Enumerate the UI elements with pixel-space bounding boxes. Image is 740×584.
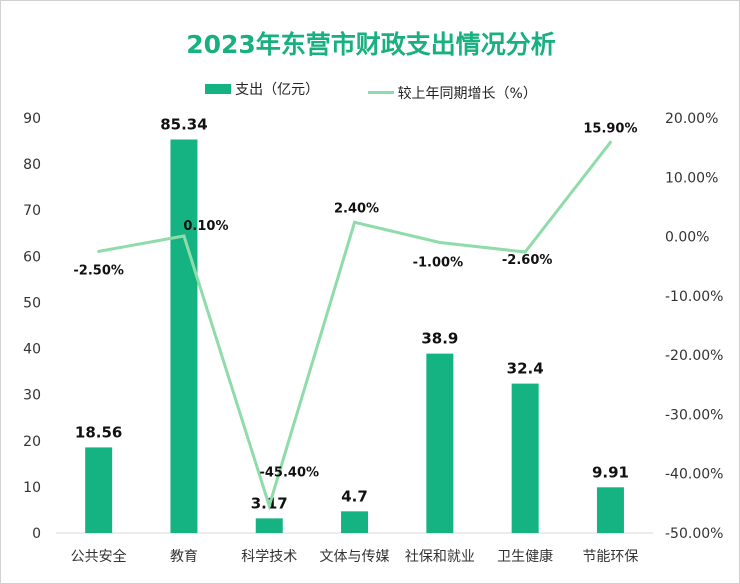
left-tick-label: 20: [23, 434, 41, 450]
line-data-label: 0.10%: [183, 219, 228, 234]
chart-title: 2023年东营市财政支出情况分析: [186, 30, 556, 59]
legend-item-bar: 支出（亿元）: [205, 79, 319, 99]
left-tick-label: 50: [23, 295, 41, 311]
bar-data-label: 4.7: [341, 487, 368, 505]
bar: [341, 511, 369, 533]
right-tick-label: -30.00%: [665, 407, 723, 423]
right-tick-label: -40.00%: [665, 467, 723, 483]
legend-label-line: 较上年同期增长（%）: [397, 85, 537, 102]
line-point: [608, 140, 612, 144]
line-data-label: -45.40%: [259, 466, 319, 481]
bar-data-label: 9.91: [592, 463, 629, 481]
line-point: [267, 504, 271, 508]
category-label: 科学技术: [241, 549, 297, 565]
category-label: 教育: [170, 549, 198, 565]
legend-swatch-line: [367, 91, 394, 94]
legend-item-line: 较上年同期增长（%）: [367, 83, 537, 103]
category-label: 社保和就业: [405, 549, 475, 565]
left-tick-label: 0: [32, 526, 41, 542]
bar: [85, 447, 113, 533]
category-label: 公共安全: [71, 548, 127, 565]
category-label: 节能环保: [582, 549, 638, 565]
line-data-label: -2.50%: [73, 263, 124, 278]
category-label: 文体与传媒: [320, 549, 390, 565]
bar-data-label: 18.56: [75, 423, 122, 441]
line-point: [353, 220, 357, 224]
line-data-label: 15.90%: [583, 121, 637, 136]
line-point: [182, 234, 186, 238]
legend: 支出（亿元） 较上年同期增长（%）: [1, 79, 739, 103]
left-tick-label: 70: [23, 203, 41, 219]
bar-data-label: 32.4: [507, 360, 544, 378]
left-tick-label: 90: [23, 111, 41, 127]
line-data-label: -1.00%: [413, 256, 464, 271]
right-tick-label: -50.00%: [665, 526, 723, 542]
right-tick-label: 0.00%: [665, 230, 709, 246]
line-data-label: -2.60%: [502, 253, 553, 268]
right-tick-label: 10.00%: [665, 170, 718, 186]
line-point: [97, 249, 101, 253]
left-tick-label: 80: [23, 157, 41, 173]
bar: [255, 518, 283, 533]
right-tick-label: -20.00%: [665, 348, 723, 364]
bar: [170, 139, 198, 533]
legend-label-bar: 支出（亿元）: [235, 82, 320, 98]
left-tick-label: 10: [23, 480, 41, 496]
bar-data-label: 85.34: [160, 115, 207, 133]
category-label: 卫生健康: [497, 548, 553, 565]
right-tick-label: 20.00%: [665, 111, 718, 127]
legend-swatch-bar: [205, 84, 232, 94]
bar: [426, 353, 454, 533]
line-point: [438, 241, 442, 244]
bar: [511, 383, 539, 533]
left-tick-label: 30: [23, 388, 41, 404]
bar-data-label: 38.9: [421, 330, 458, 348]
line-point: [523, 250, 527, 254]
bar: [596, 487, 624, 533]
left-tick-label: 40: [23, 342, 41, 358]
right-tick-label: -10.00%: [665, 289, 723, 305]
left-tick-label: 60: [23, 249, 41, 265]
line-data-label: 2.40%: [334, 201, 379, 216]
